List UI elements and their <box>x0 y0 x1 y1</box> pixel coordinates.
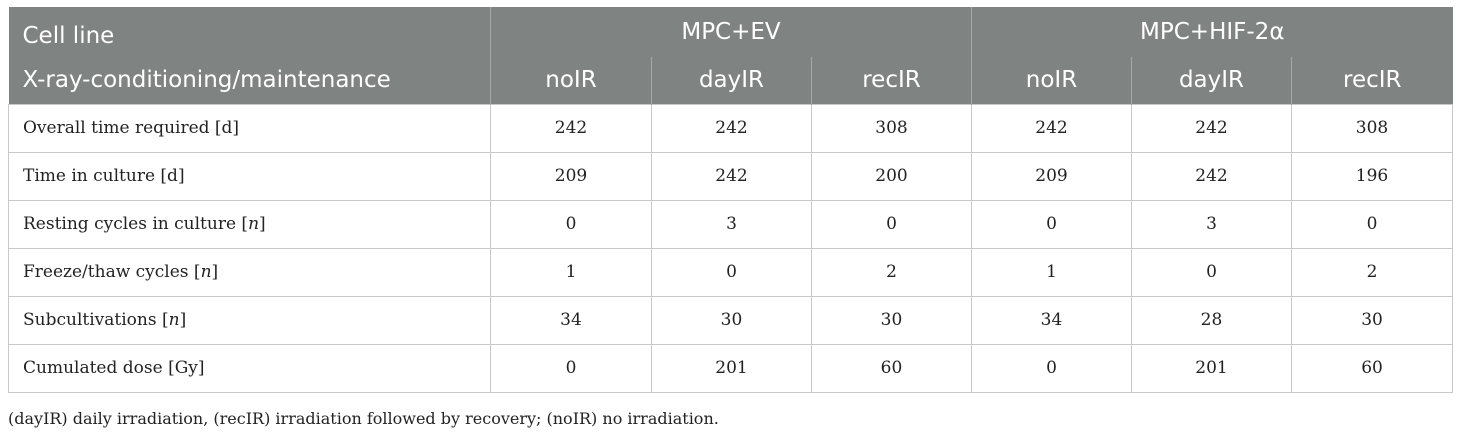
header-group-mpc-hif2a: MPC+HIF-2α <box>970 7 1453 57</box>
header-col-recir-ev: recIR <box>811 57 972 104</box>
row-label-suffix: ] <box>211 262 219 282</box>
table-row: Resting cycles in culture [n] 0 3 0 0 3 … <box>8 199 1454 249</box>
row-label: Overall time required [d] <box>8 103 491 153</box>
table-body: Overall time required [d] 242 242 308 24… <box>8 103 1454 393</box>
table-row: Time in culture [d] 209 242 200 209 242 … <box>8 151 1454 201</box>
row-label-text: Resting cycles in culture [ <box>23 214 249 234</box>
header-col-dayir-ev: dayIR <box>651 57 812 104</box>
table-cell: 242 <box>490 103 652 153</box>
table-cell: 0 <box>1290 199 1454 249</box>
table-row: Cumulated dose [Gy] 0 201 60 0 201 60 <box>8 343 1454 393</box>
row-label-unit: n <box>248 214 260 234</box>
table-cell: 201 <box>651 343 812 393</box>
table-cell: 209 <box>971 151 1132 201</box>
table-cell: 242 <box>971 103 1132 153</box>
table-cell: 0 <box>811 199 972 249</box>
row-label: Cumulated dose [Gy] <box>8 343 491 393</box>
table-cell: 1 <box>971 247 1132 297</box>
table-cell: 0 <box>490 343 652 393</box>
table-cell: 60 <box>811 343 972 393</box>
table-cell: 209 <box>490 151 652 201</box>
table-cell: 30 <box>1290 295 1454 345</box>
table-cell: 3 <box>651 199 812 249</box>
table-cell: 0 <box>971 343 1132 393</box>
table-cell: 1 <box>490 247 652 297</box>
table-cell: 34 <box>971 295 1132 345</box>
table-cell: 0 <box>1131 247 1292 297</box>
data-table: Cell line MPC+EV MPC+HIF-2α X-ray-condit… <box>8 7 1454 393</box>
table-cell: 308 <box>811 103 972 153</box>
table-cell: 28 <box>1131 295 1292 345</box>
row-label-unit: n <box>168 310 180 330</box>
table-cell: 308 <box>1290 103 1454 153</box>
header-row-cell-line: Cell line MPC+EV MPC+HIF-2α <box>8 7 1453 57</box>
row-label: Subcultivations [n] <box>8 295 491 345</box>
table-cell: 242 <box>1131 103 1292 153</box>
table-header: Cell line MPC+EV MPC+HIF-2α X-ray-condit… <box>8 7 1453 104</box>
header-col-dayir-hif: dayIR <box>1131 57 1292 104</box>
table-row: Freeze/thaw cycles [n] 1 0 2 1 0 2 <box>8 247 1454 297</box>
header-col-recir-hif: recIR <box>1290 57 1453 104</box>
table-cell: 242 <box>1131 151 1292 201</box>
table-footnote: (dayIR) daily irradiation, (recIR) irrad… <box>8 409 719 428</box>
table-cell: 2 <box>1290 247 1454 297</box>
header-row-conditioning: X-ray-conditioning/maintenance noIR dayI… <box>8 57 1453 104</box>
row-label-text: Freeze/thaw cycles [ <box>23 262 201 282</box>
header-group-mpc-ev: MPC+EV <box>490 7 972 57</box>
table-row: Subcultivations [n] 34 30 30 34 28 30 <box>8 295 1454 345</box>
table-cell: 34 <box>490 295 652 345</box>
header-cell-line-label: Cell line <box>8 7 491 57</box>
row-label-text: Subcultivations [ <box>23 310 169 330</box>
header-col-noir-ev: noIR <box>490 57 652 104</box>
table-cell: 196 <box>1290 151 1454 201</box>
row-label-unit: n <box>200 262 212 282</box>
table-cell: 30 <box>651 295 812 345</box>
table-cell: 0 <box>490 199 652 249</box>
table-row: Overall time required [d] 242 242 308 24… <box>8 103 1454 153</box>
row-label-suffix: ] <box>259 214 266 234</box>
table-cell: 200 <box>811 151 972 201</box>
row-label: Resting cycles in culture [n] <box>8 199 491 249</box>
table-cell: 0 <box>651 247 812 297</box>
table-cell: 242 <box>651 151 812 201</box>
table-cell: 3 <box>1131 199 1292 249</box>
table-cell: 30 <box>811 295 972 345</box>
table-cell: 60 <box>1290 343 1454 393</box>
table-cell: 242 <box>651 103 812 153</box>
row-label-suffix: ] <box>179 310 187 330</box>
table-cell: 2 <box>811 247 972 297</box>
row-label: Freeze/thaw cycles [n] <box>8 247 491 297</box>
table-container: Cell line MPC+EV MPC+HIF-2α X-ray-condit… <box>8 7 1454 393</box>
header-col-noir-hif: noIR <box>971 57 1132 104</box>
table-cell: 0 <box>971 199 1132 249</box>
table-cell: 201 <box>1131 343 1292 393</box>
row-label: Time in culture [d] <box>8 151 491 201</box>
header-conditioning-label: X-ray-conditioning/maintenance <box>8 57 491 104</box>
